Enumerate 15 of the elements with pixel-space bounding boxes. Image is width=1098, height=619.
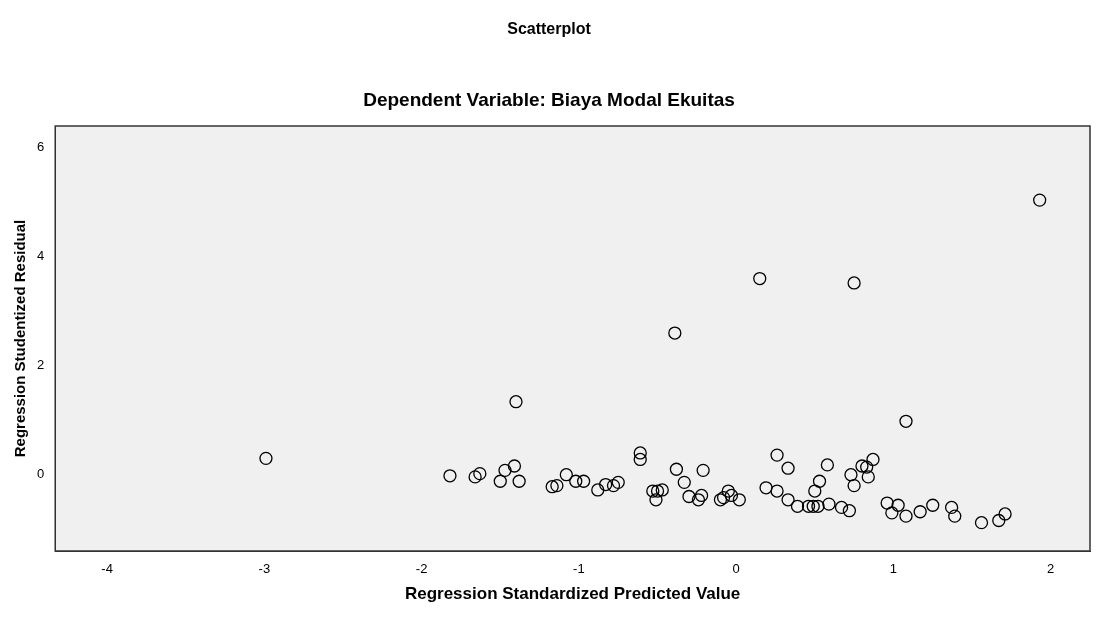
chart-title: Scatterplot — [507, 20, 592, 38]
x-tick-label: 1 — [889, 561, 898, 577]
x-axis-title: Regression Standardized Predicted Value — [404, 584, 741, 604]
x-tick-label: 0 — [732, 561, 740, 577]
chart-subtitle: Dependent Variable: Biaya Modal Ekuitas — [363, 88, 735, 110]
y-tick-label: 6 — [37, 139, 45, 155]
x-tick-label: 2 — [1047, 561, 1055, 577]
y-axis-title: Regression Studentized Residual — [11, 219, 29, 458]
x-tick-label: -3 — [258, 561, 271, 577]
x-tick-label: -2 — [415, 561, 428, 577]
y-tick-label: 0 — [37, 466, 45, 482]
y-tick-label: 4 — [37, 248, 45, 264]
y-tick-label: 2 — [37, 357, 45, 373]
x-tick-label: -4 — [101, 561, 113, 577]
x-tick-label: -1 — [573, 561, 585, 577]
